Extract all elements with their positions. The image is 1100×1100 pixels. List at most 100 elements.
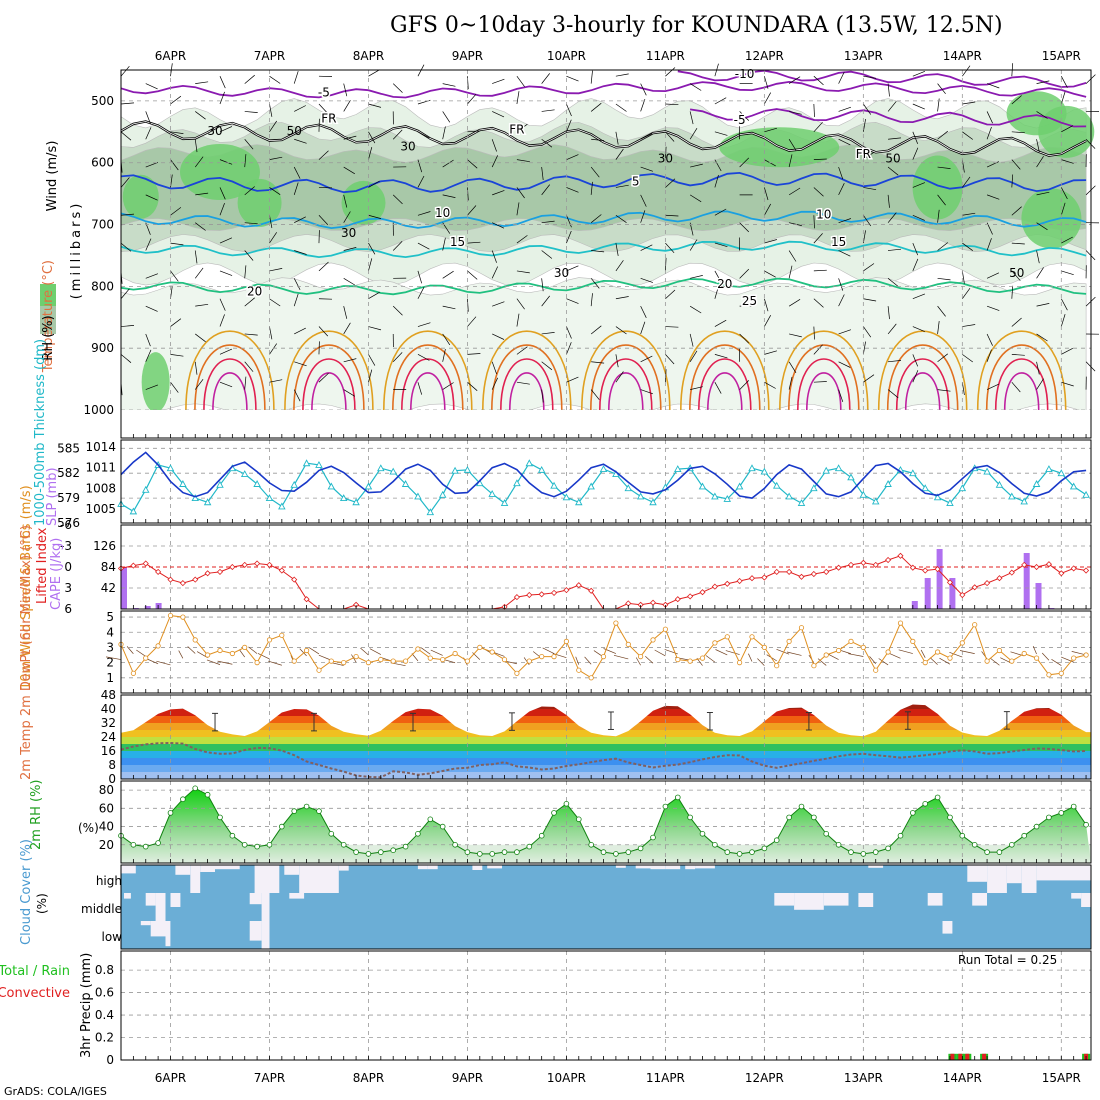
rh-point <box>167 810 174 816</box>
wind-barb <box>1036 156 1044 168</box>
thickness-point <box>550 481 558 489</box>
chart-title: GFS 0~10day 3-hourly for KOUNDARA (13.5W… <box>390 13 1003 38</box>
wind-barb <box>467 270 478 280</box>
wind-speed-point <box>526 658 532 664</box>
wind-barb <box>1036 267 1044 279</box>
surface-wind-barb <box>552 653 567 658</box>
wind-barb <box>566 119 572 132</box>
rh-point <box>1021 832 1027 839</box>
cloud-clear-high <box>175 865 191 875</box>
pressure-tick-label: 600 <box>91 156 114 170</box>
surface-wind-barb <box>959 650 975 654</box>
wind-barb <box>219 159 233 165</box>
rh-point <box>984 849 990 855</box>
wind-barb <box>689 333 694 347</box>
rh-moist-region <box>1021 188 1082 249</box>
wind-barb <box>962 176 971 188</box>
thickness-point <box>562 493 571 501</box>
rh-point <box>501 849 508 855</box>
wind-barb <box>640 210 646 223</box>
lifted-index-point <box>909 564 916 571</box>
wind-barb <box>838 71 845 84</box>
wind-barb <box>1036 139 1040 153</box>
cloud-clear-high <box>417 865 428 870</box>
wind-barb <box>665 354 675 365</box>
surface-wind-barb <box>654 649 666 657</box>
wind-barb <box>170 131 184 134</box>
wind-barb <box>615 296 629 300</box>
wind-barb <box>764 270 776 278</box>
wind-speed-point <box>576 667 582 673</box>
wind-barb <box>689 305 702 314</box>
surface-temp-contour <box>788 344 860 411</box>
wind-speed-point <box>1046 672 1052 678</box>
thickness-point <box>674 465 682 472</box>
wind-barb <box>739 111 750 121</box>
wind-barb <box>640 194 647 207</box>
wind-speed-point <box>415 646 421 652</box>
surface-wind-barb <box>411 653 419 662</box>
cloud-bg <box>121 865 1091 949</box>
wind-barb <box>269 232 277 244</box>
wind-barb <box>789 333 802 338</box>
wind-barb <box>417 270 423 284</box>
wind-barb <box>937 194 946 206</box>
wind-barb <box>615 73 629 77</box>
surface-wind-barb <box>542 647 555 654</box>
wind-barb <box>788 76 801 84</box>
wind-barb <box>640 166 654 172</box>
wind-barb <box>145 162 159 168</box>
wind-barb <box>764 239 777 244</box>
wind-barb <box>986 111 993 124</box>
thickness-point <box>575 498 583 506</box>
surface-temp-contour <box>895 358 950 411</box>
wind-barb <box>516 313 520 327</box>
wind-barb <box>269 343 277 355</box>
wind-barb <box>887 101 897 112</box>
temp-tick-label: 8 <box>108 758 116 772</box>
wind-barb <box>937 209 940 223</box>
temp-tick-label: 24 <box>101 730 116 744</box>
wind-barb <box>813 75 824 86</box>
wind-barb <box>937 305 946 317</box>
rh-point <box>724 849 731 855</box>
wind-barb <box>591 138 605 141</box>
wind-barb <box>492 78 505 84</box>
temp-isoline <box>677 69 1087 88</box>
temp-isoline <box>689 108 1087 128</box>
wind-speed-point <box>489 649 495 655</box>
wind-barb <box>665 242 675 254</box>
wind-barb <box>467 316 477 327</box>
wind-barb <box>764 315 772 327</box>
wind-barb <box>838 166 844 180</box>
rh-tick-label: 20 <box>99 838 114 852</box>
wind-barb <box>615 214 627 223</box>
wind-barb <box>714 382 722 394</box>
temp-contour-label: 20 <box>247 285 262 299</box>
wind-barb <box>244 139 254 150</box>
wind-barb <box>145 273 159 279</box>
precip-bar-convective <box>950 1053 955 1060</box>
top-date-label: 11APR <box>646 49 685 63</box>
rh-point <box>1046 814 1052 821</box>
cloud-clear-high <box>215 865 240 870</box>
surface-wind-barb <box>776 648 790 655</box>
wind-barb <box>714 208 727 216</box>
lifted-index-point <box>649 599 657 606</box>
thickness-ylabel: 1000-500mb Thickness (dm) <box>33 339 48 526</box>
rh-point <box>353 849 359 855</box>
wind-barb <box>170 270 179 282</box>
wind-barb <box>442 159 454 168</box>
bottom-date-label: 10APR <box>547 1071 586 1085</box>
surface-wind-barb <box>523 657 530 666</box>
surface-temp-contour <box>293 344 365 411</box>
surface-temp-contour <box>311 372 347 411</box>
cloud-clear-high <box>635 865 651 869</box>
cloud-clear-high <box>665 865 681 870</box>
wind-barb <box>1061 347 1073 355</box>
wind-barb <box>566 376 579 383</box>
thickness-point <box>203 498 212 506</box>
wind-barb <box>467 353 481 355</box>
thickness-point <box>711 492 719 500</box>
rh-point <box>427 816 434 823</box>
